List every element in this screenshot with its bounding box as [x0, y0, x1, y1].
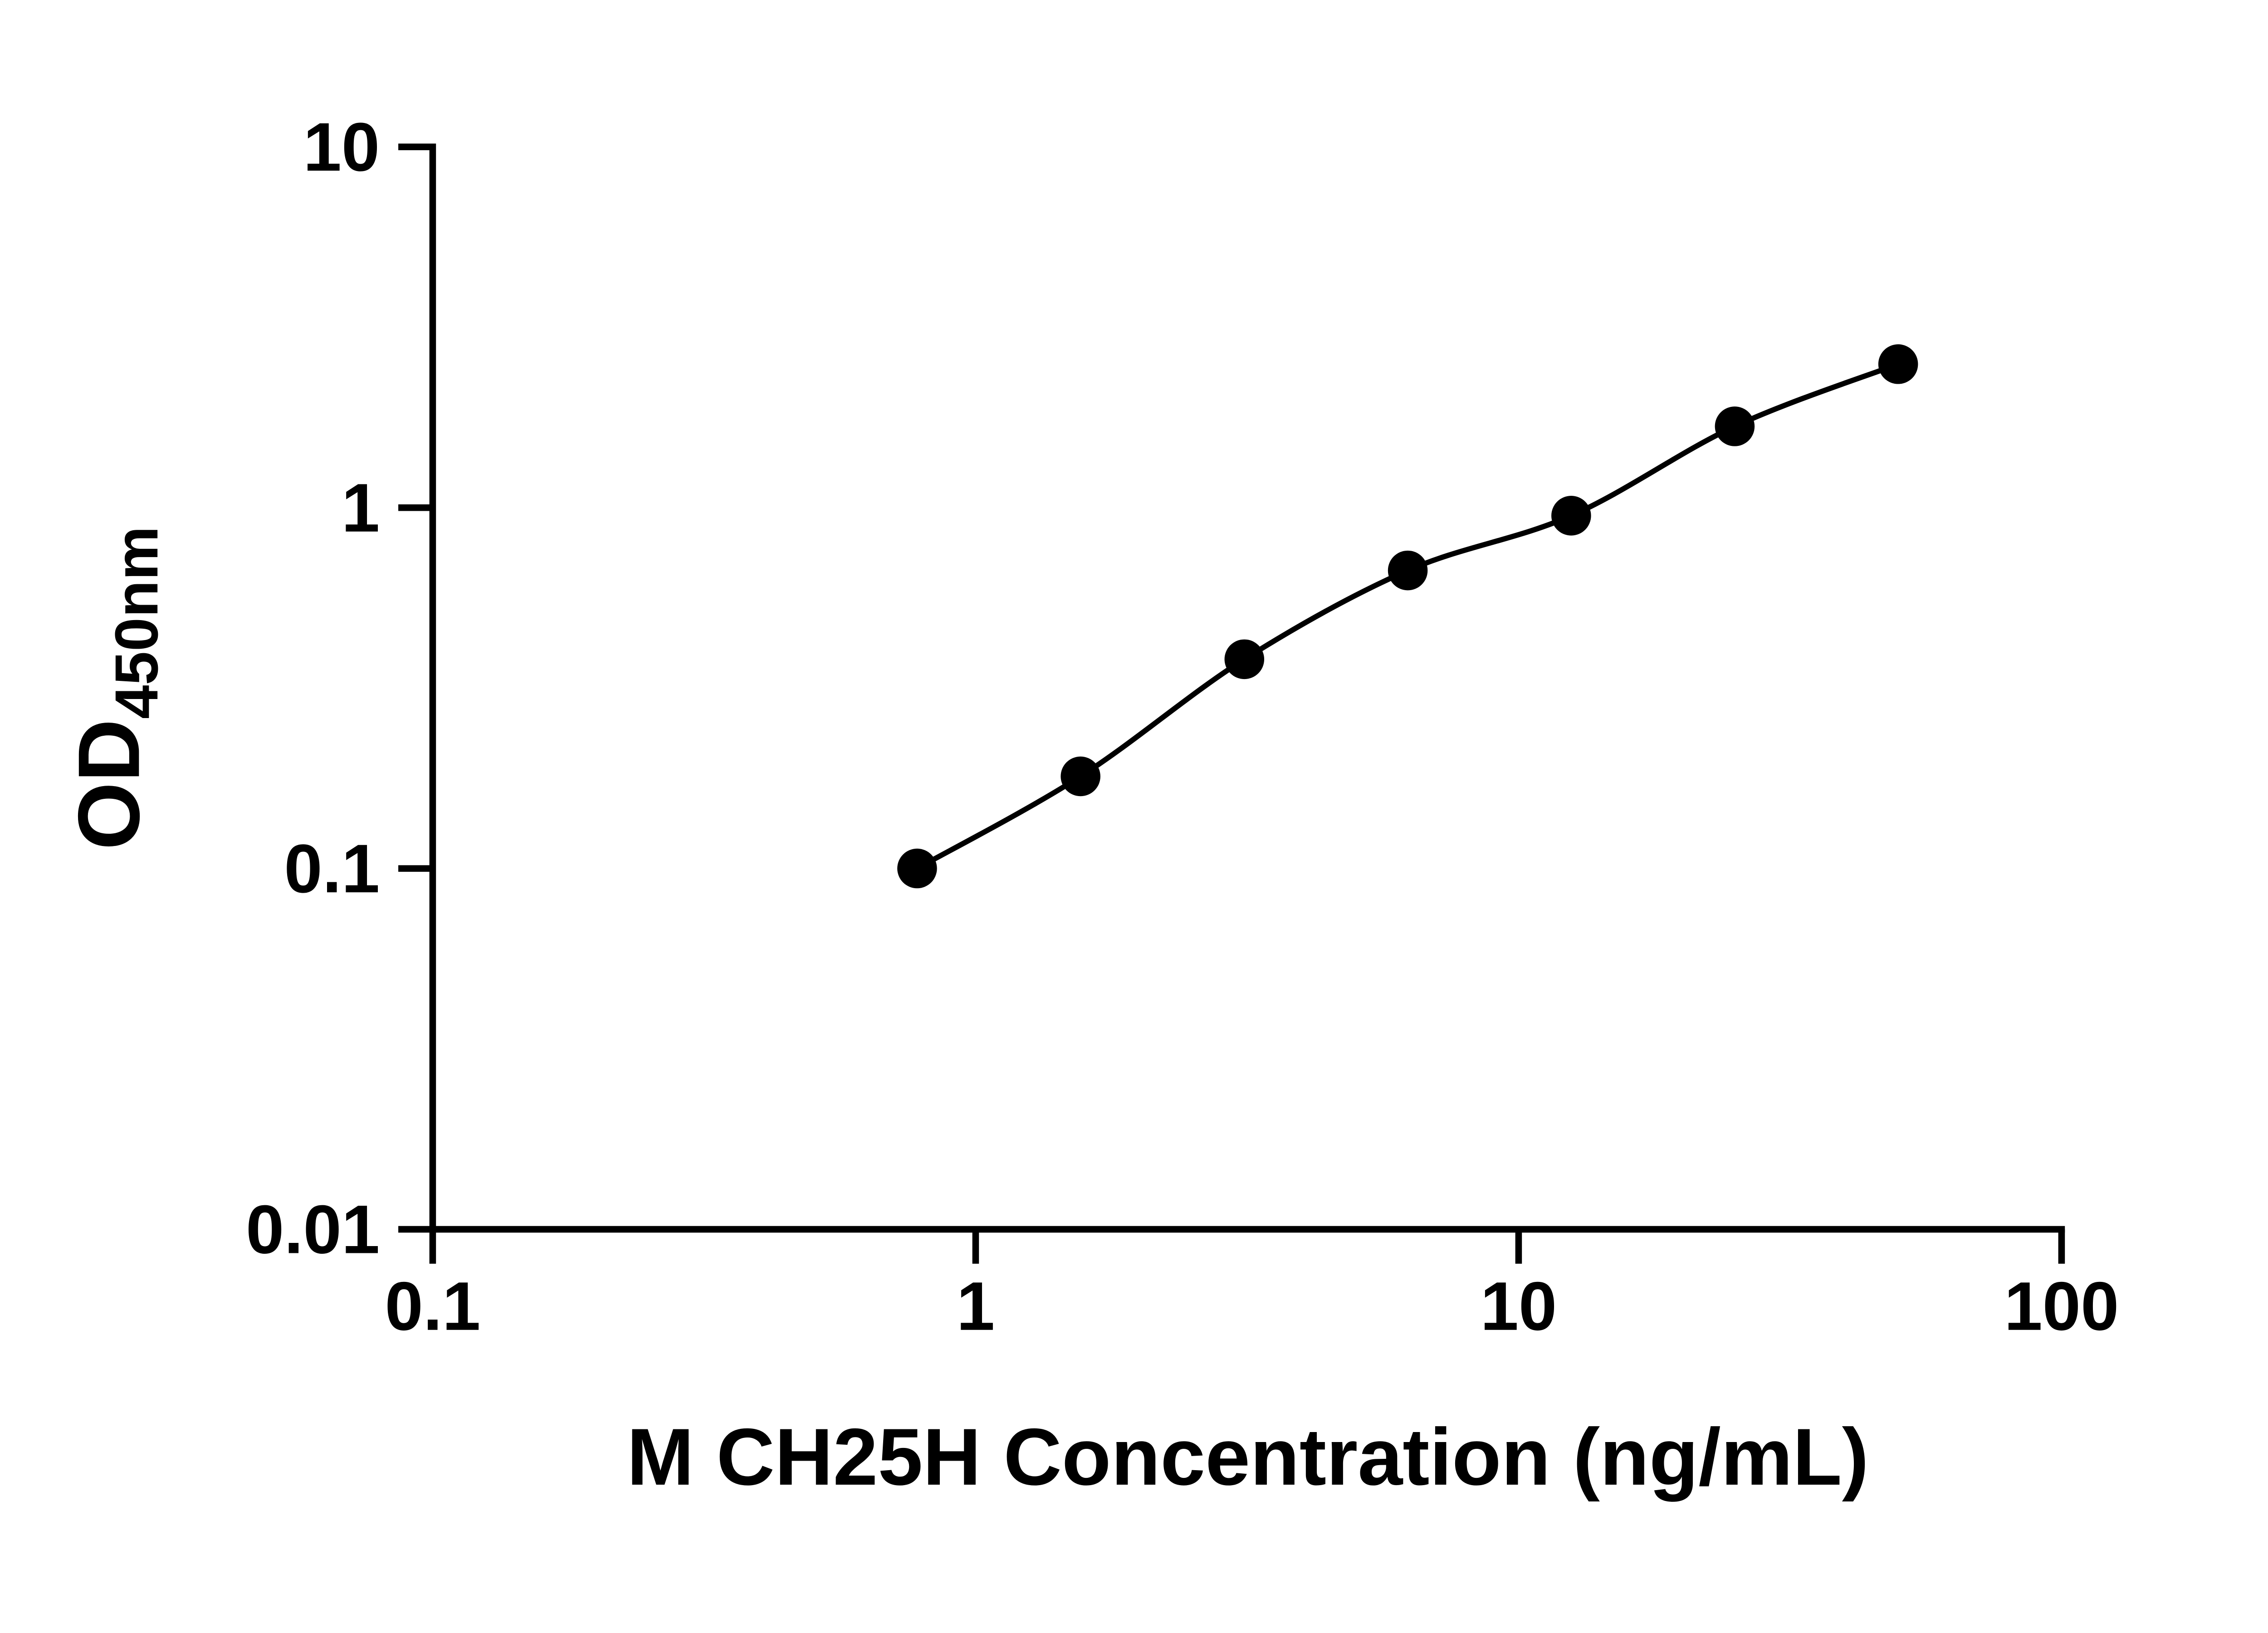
fit-curve	[914, 361, 1901, 871]
y-tick-label: 0.01	[246, 1192, 380, 1268]
x-tick-label: 100	[2004, 1268, 2119, 1345]
axes-layer	[429, 143, 2065, 1233]
data-point	[1715, 406, 1755, 446]
x-axis-title: M CH25H Concentration (ng/mL)	[627, 1412, 1869, 1502]
x-tick-label: 0.1	[385, 1268, 480, 1345]
data-point	[897, 848, 937, 889]
ticks-layer	[398, 143, 2065, 1264]
y-tick-label: 1	[342, 470, 380, 547]
standard-curve-figure: 0.1 1 10 100 0.01 0.1 1 10 OD450nm M CH25H Conc…	[60, 109, 2119, 1502]
x-tick-label: 1	[957, 1268, 995, 1345]
data-point	[1224, 639, 1265, 680]
data-point	[1061, 756, 1100, 797]
data-point	[1551, 496, 1591, 536]
data-point	[1388, 550, 1428, 591]
y-tick-label: 10	[303, 109, 380, 186]
series-layer	[897, 344, 1918, 889]
y-axis-title: OD450nm	[60, 526, 171, 850]
x-tick-label: 10	[1481, 1268, 1557, 1345]
y-axis-title-main: OD	[60, 719, 157, 850]
y-axis-title-subscript: 450nm	[103, 526, 171, 719]
data-point	[1878, 344, 1918, 384]
y-tick-label: 0.1	[284, 831, 380, 907]
